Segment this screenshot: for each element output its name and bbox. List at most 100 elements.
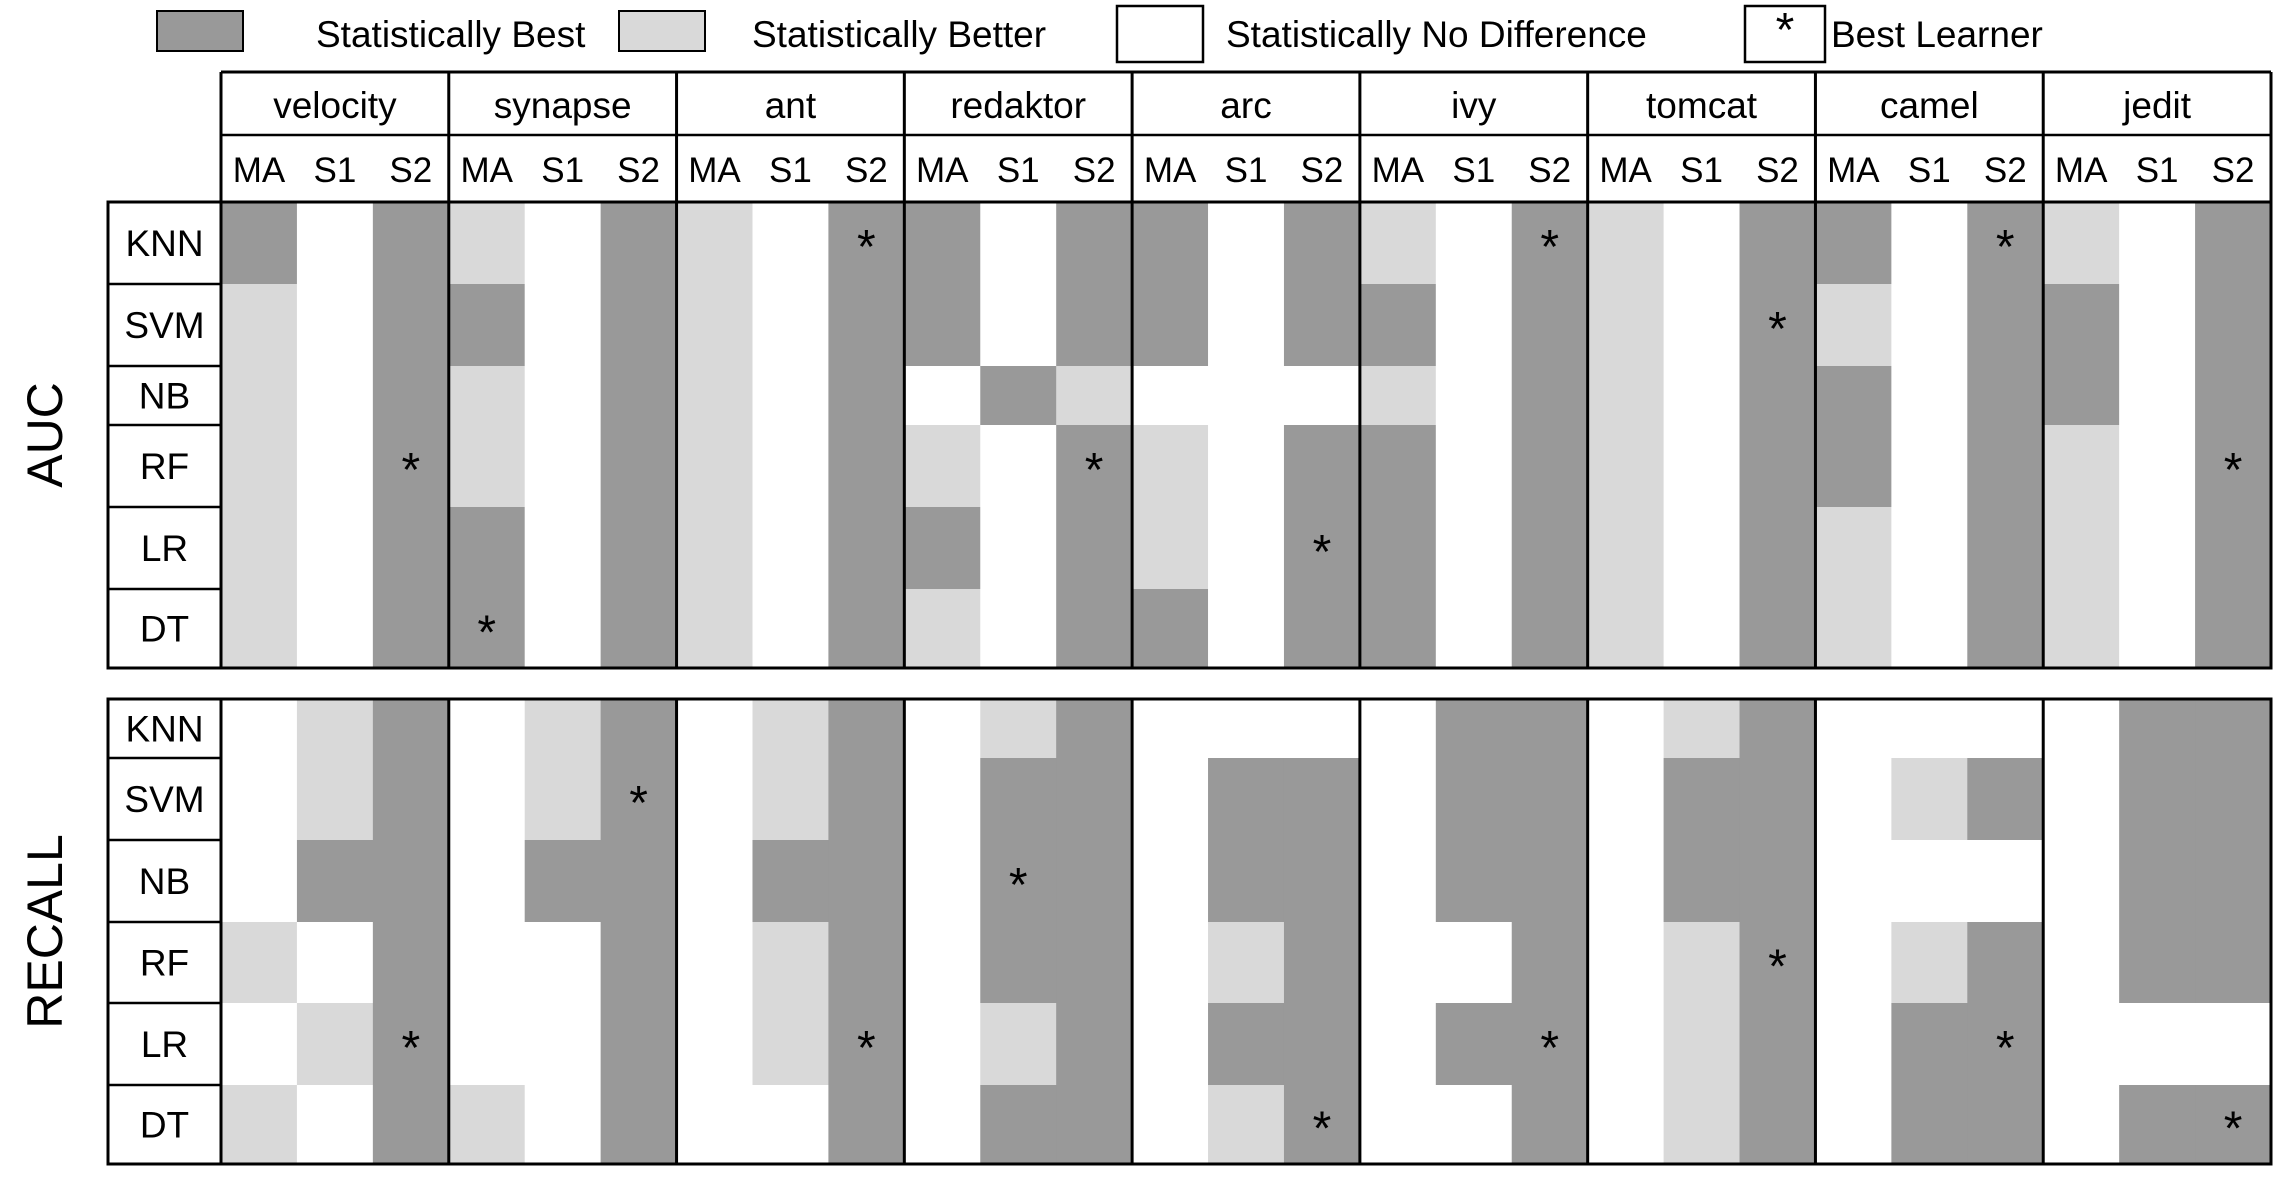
heatmap-cell	[828, 840, 905, 923]
best-learner-star: *	[629, 777, 648, 830]
heatmap-cell	[980, 922, 1057, 1004]
method-header: S1	[2136, 151, 2179, 190]
best-learner-star: *	[857, 1022, 876, 1075]
heatmap-cell	[524, 425, 602, 508]
heatmap-cell	[676, 699, 754, 759]
heatmap-cell	[1739, 507, 1817, 590]
heatmap-cell	[1283, 1003, 1361, 1086]
heatmap-cell	[1056, 202, 1133, 285]
heatmap-cell	[2043, 1085, 2120, 1165]
heatmap-cell	[221, 1003, 298, 1086]
heatmap-cell	[1739, 699, 1817, 759]
heatmap-cell	[1132, 840, 1209, 923]
heatmap-cell	[600, 507, 678, 590]
heatmap-cell	[1208, 758, 1285, 841]
heatmap-cell	[1359, 840, 1437, 923]
heatmap-cell	[1359, 366, 1437, 426]
heatmap-cell	[1435, 589, 1513, 669]
heatmap-cell	[2195, 366, 2272, 426]
method-header: S1	[1452, 151, 1495, 190]
heatmap-cell	[221, 284, 298, 367]
heatmap-cell	[1663, 699, 1741, 759]
heatmap-cell	[1739, 1085, 1817, 1165]
heatmap-cell	[448, 922, 526, 1004]
heatmap-cell	[448, 425, 526, 508]
best-learner-star: *	[401, 444, 420, 497]
heatmap-cell	[752, 507, 830, 590]
heatmap-cell	[1967, 1085, 2044, 1165]
heatmap-cell	[1739, 425, 1817, 508]
heatmap-cell	[1208, 202, 1285, 285]
learner-row-label: NB	[139, 376, 190, 417]
heatmap-cell	[1132, 922, 1209, 1004]
heatmap-cell	[2043, 589, 2120, 669]
heatmap-cell	[1587, 758, 1665, 841]
heatmap-cell	[221, 425, 298, 508]
heatmap-cell	[1511, 840, 1589, 923]
learner-row-label: NB	[139, 861, 190, 902]
heatmap-cell	[524, 840, 602, 923]
heatmap-cell	[2195, 699, 2272, 759]
heatmap-cell	[1815, 1003, 1892, 1086]
heatmap-cell	[2195, 507, 2272, 590]
heatmap-cell	[1208, 840, 1285, 923]
heatmap-cell	[1435, 507, 1513, 590]
heatmap-cell	[752, 758, 830, 841]
heatmap-cell	[296, 507, 374, 590]
heatmap-cell	[1967, 202, 2044, 285]
heatmap-cell	[676, 589, 754, 669]
method-header: S1	[769, 151, 812, 190]
heatmap-cell	[2043, 284, 2120, 367]
heatmap-cell	[221, 699, 298, 759]
heatmap-cell	[1967, 589, 2044, 669]
heatmap-cell	[1056, 589, 1133, 669]
legend-label-best-learner: Best Learner	[1831, 14, 2043, 55]
heatmap-cell	[1663, 758, 1741, 841]
heatmap-cell	[1435, 840, 1513, 923]
heatmap-cell	[1132, 1003, 1209, 1086]
legend-swatch-nodiff	[1115, 4, 1205, 64]
heatmap-cell	[1815, 366, 1892, 426]
learner-row-label: KNN	[125, 709, 203, 750]
heatmap-cell	[1739, 922, 1817, 1004]
method-header: S2	[1528, 151, 1571, 190]
heatmap-cell	[1891, 1085, 1968, 1165]
heatmap-cell	[1435, 758, 1513, 841]
heatmap-cell	[2119, 202, 2196, 285]
heatmap-cell	[600, 1085, 678, 1165]
heatmap-cell	[1511, 922, 1589, 1004]
heatmap-cell	[372, 1003, 450, 1086]
heatmap-cell	[372, 699, 450, 759]
method-header: S1	[1225, 151, 1268, 190]
heatmap-cell	[1587, 425, 1665, 508]
heatmap-cell	[1435, 366, 1513, 426]
heatmap-cell	[1891, 1003, 1968, 1086]
heatmap-cell	[1587, 1003, 1665, 1086]
method-header: S2	[1756, 151, 1799, 190]
heatmap-cell	[1739, 1003, 1817, 1086]
learner-row-label: RF	[140, 943, 189, 984]
heatmap-cell	[1967, 840, 2044, 923]
learner-row-label: DT	[140, 1105, 189, 1146]
heatmap-cell	[1663, 425, 1741, 508]
metric-label: RECALL	[17, 834, 73, 1029]
heatmap-cell	[2043, 922, 2120, 1004]
heatmap-cell	[1132, 425, 1209, 508]
heatmap-cell	[600, 922, 678, 1004]
heatmap-cell	[1283, 284, 1361, 367]
best-learner-star: *	[2224, 1103, 2243, 1156]
heatmap-cell	[828, 425, 905, 508]
heatmap-cell	[372, 922, 450, 1004]
learner-row-label: LR	[141, 1024, 188, 1065]
heatmap-cell	[372, 1085, 450, 1165]
method-header: S2	[1984, 151, 2027, 190]
heatmap-cell	[2119, 1003, 2196, 1086]
method-header: MA	[1372, 151, 1425, 190]
method-header: S1	[997, 151, 1040, 190]
heatmap-cell	[1208, 366, 1285, 426]
learner-row-label: SVM	[124, 779, 204, 820]
heatmap-cell	[221, 1085, 298, 1165]
heatmap-cell	[676, 840, 754, 923]
heatmap-cell	[1208, 425, 1285, 508]
